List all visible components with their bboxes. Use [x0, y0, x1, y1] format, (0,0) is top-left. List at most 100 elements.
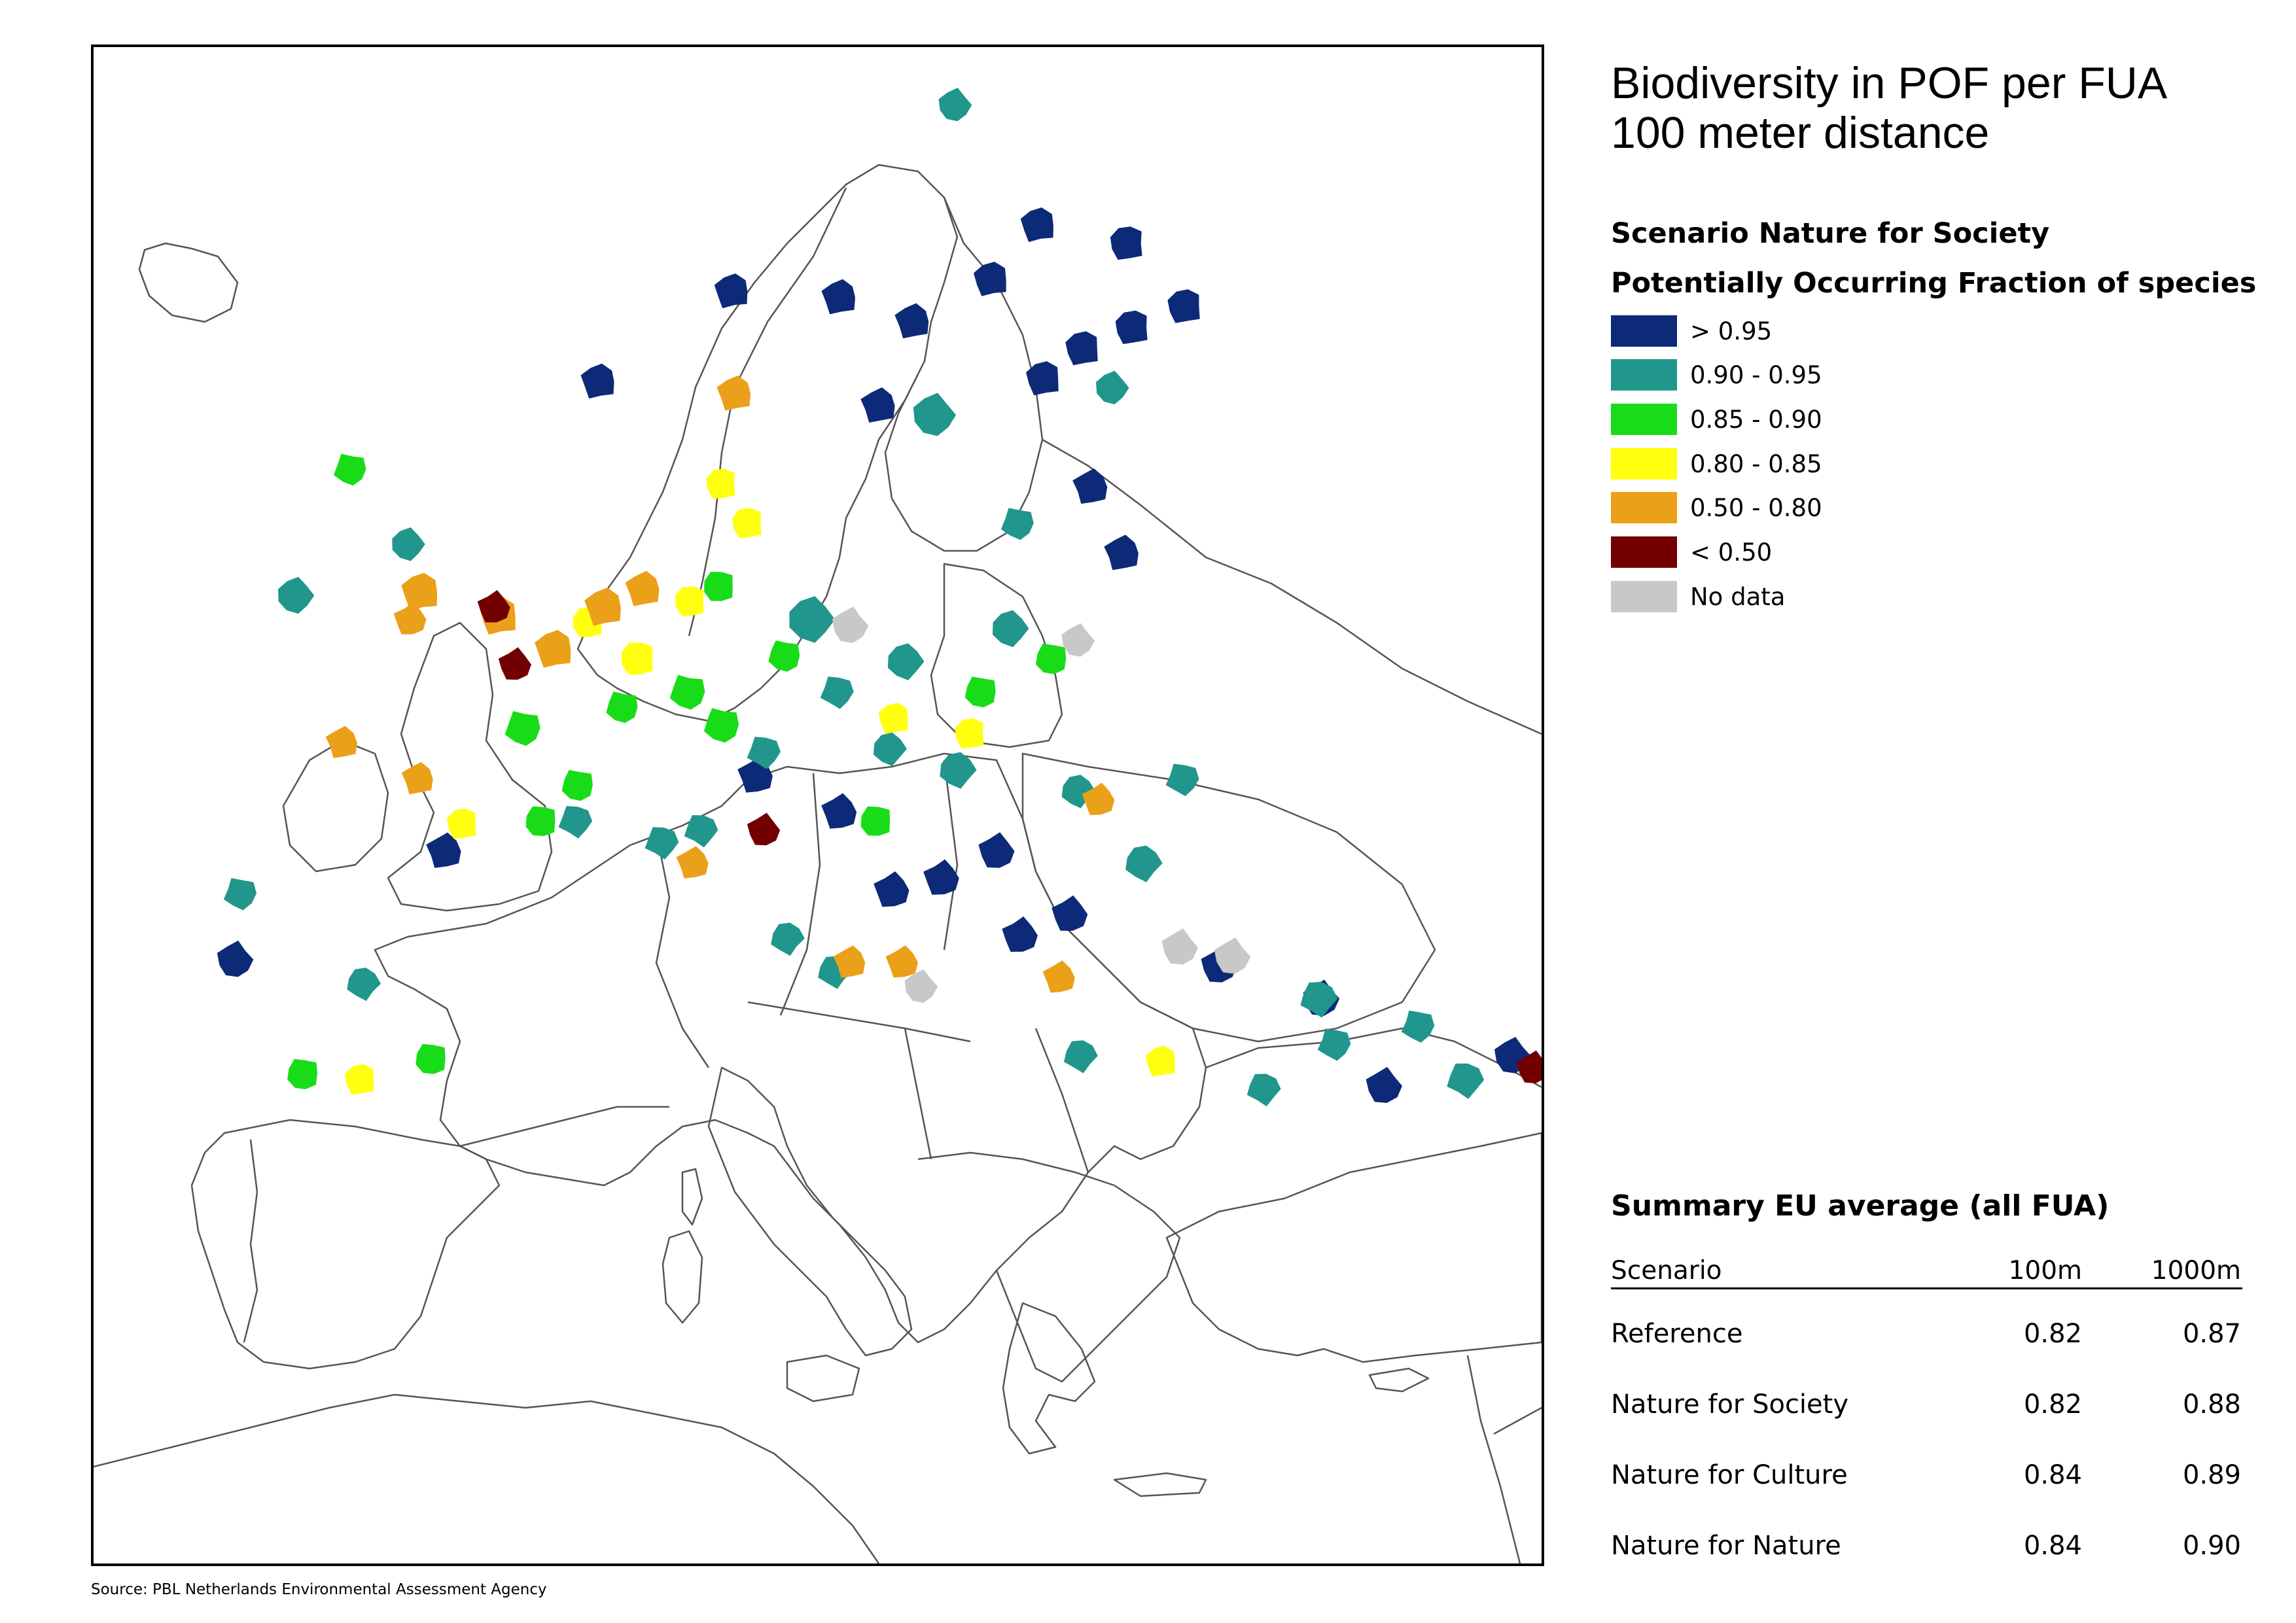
- fua-patch: [606, 691, 638, 724]
- fua-patch: [1072, 468, 1108, 504]
- summary-row-1000m: 0.90: [2182, 1531, 2241, 1561]
- fua-patch: [706, 468, 735, 499]
- sicily-outline: [786, 1354, 860, 1403]
- legend-label: 0.90 - 0.95: [1690, 360, 1822, 389]
- internal-borders: [459, 759, 1089, 1173]
- fua-patch: [832, 606, 869, 643]
- fua-patch: [887, 643, 925, 680]
- fua-patch: [1145, 1045, 1175, 1077]
- fua-patch: [885, 945, 918, 978]
- fua-patch: [675, 586, 704, 616]
- fua-patch: [1026, 361, 1059, 396]
- fua-patch: [1214, 937, 1251, 974]
- summary-row-100m: 0.82: [2023, 1389, 2082, 1420]
- legend-item: 0.85 - 0.90: [1611, 403, 1822, 436]
- summary-row-100m: 0.84: [2023, 1460, 2082, 1490]
- map-title-line1: Biodiversity in POF per FUA: [1611, 58, 2168, 108]
- fua-patch: [333, 453, 366, 486]
- fua-patch: [913, 393, 957, 436]
- legend-item: 0.50 - 0.80: [1611, 491, 1822, 524]
- country-borders: [94, 164, 1542, 1563]
- summary-row-1000m: 0.89: [2182, 1460, 2241, 1490]
- ireland-outline: [282, 739, 389, 873]
- scenario-label: Scenario Nature for Society: [1611, 217, 2050, 250]
- fua-patch: [1317, 1028, 1351, 1061]
- summary-row-100m: 0.84: [2023, 1531, 2082, 1561]
- fua-patch: [584, 587, 621, 626]
- summary-row-1000m: 0.88: [2182, 1389, 2241, 1420]
- fua-patch: [1061, 623, 1095, 657]
- fua-patch: [703, 708, 739, 743]
- fua-patch: [938, 88, 972, 122]
- fua-patch: [1516, 1050, 1542, 1083]
- legend-swatch: [1611, 492, 1677, 523]
- fua-patch: [873, 732, 907, 766]
- legend-label: 0.85 - 0.90: [1690, 405, 1822, 434]
- fua-patch: [561, 769, 593, 801]
- legend-title: Potentially Occurring Fraction of specie…: [1611, 267, 2257, 300]
- fua-patch: [446, 808, 476, 839]
- summary-row-scenario: Reference: [1611, 1319, 1743, 1349]
- fua-patch: [535, 629, 571, 668]
- fua-patch: [415, 1043, 446, 1074]
- fua-patch: [732, 508, 762, 538]
- fua-patch: [716, 375, 751, 411]
- middle-east-borders: [1466, 1355, 1542, 1563]
- fua-patch: [621, 642, 653, 675]
- fua-patch: [1401, 1010, 1435, 1043]
- fua-patch: [747, 737, 781, 769]
- fua-patch: [684, 815, 718, 848]
- map-frame: [91, 44, 1544, 1566]
- fua-patch: [1115, 310, 1148, 344]
- fua-patch: [558, 806, 593, 839]
- italy-outline: [707, 1066, 913, 1357]
- cyprus-outline: [1368, 1367, 1430, 1393]
- legend-item: 0.80 - 0.85: [1611, 447, 1822, 480]
- fua-patch: [426, 832, 461, 868]
- fua-patch: [833, 945, 866, 978]
- legend-label: > 0.95: [1690, 317, 1773, 345]
- fua-patch: [894, 303, 929, 339]
- legend-swatch: [1611, 448, 1677, 480]
- fua-patch: [392, 527, 425, 561]
- legend-item: > 0.95: [1611, 315, 1772, 347]
- fua-patch: [860, 806, 891, 836]
- legend-swatch: [1611, 359, 1677, 391]
- fua-patch: [1110, 226, 1142, 260]
- fua-patch: [401, 761, 433, 795]
- fua-patch: [978, 832, 1015, 868]
- fua-patch: [1051, 895, 1088, 931]
- eastern-border: [1042, 438, 1542, 735]
- fua-patch: [477, 590, 510, 623]
- legend-label: < 0.50: [1690, 538, 1773, 567]
- greece-outline: [1002, 1302, 1096, 1455]
- fua-patch: [1036, 643, 1067, 674]
- fua-patch: [504, 711, 540, 746]
- fua-patch: [325, 725, 357, 758]
- source-note: Source: PBL Netherlands Environmental As…: [91, 1581, 547, 1598]
- summary-row-scenario: Nature for Culture: [1611, 1460, 1848, 1490]
- fua-patch: [1300, 981, 1338, 1018]
- fua-patch: [401, 572, 438, 611]
- fua-patch: [714, 273, 748, 309]
- legend-swatch: [1611, 581, 1677, 612]
- fua-patch: [1125, 845, 1163, 882]
- fua-patch: [1161, 928, 1199, 965]
- iberia-outline: [190, 1119, 501, 1370]
- fua-patch: [1020, 207, 1053, 242]
- fua-patch: [821, 793, 857, 829]
- legend-item: < 0.50: [1611, 536, 1772, 568]
- corsica-outline: [681, 1168, 703, 1226]
- fua-patch: [277, 576, 315, 614]
- fua-patch: [820, 676, 854, 709]
- fua-patch: [964, 676, 996, 708]
- fua-patch: [287, 1058, 317, 1090]
- fua-patch: [1065, 331, 1098, 366]
- fua-patch: [1167, 289, 1200, 323]
- summary-header-1000m: 1000m: [2151, 1256, 2241, 1285]
- summary-header-100m: 100m: [2008, 1256, 2082, 1285]
- fua-patch: [498, 647, 531, 680]
- fua-patch: [874, 871, 910, 907]
- europe-map: [94, 88, 1542, 1563]
- legend-swatch: [1611, 536, 1677, 568]
